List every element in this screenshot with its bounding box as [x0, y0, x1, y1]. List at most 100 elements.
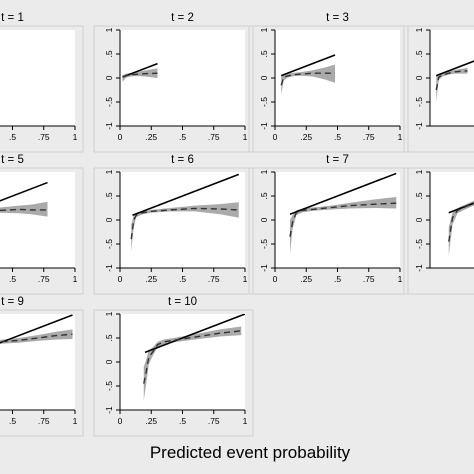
panel-frame: [93, 167, 254, 295]
ideal-line: [435, 60, 474, 77]
panel-10: t = 10 0 .25 .5 .75 1 -1 -.5 0 .5 1: [93, 296, 254, 437]
x-tick-label: 1: [243, 274, 248, 284]
x-tick-label: .25: [145, 416, 157, 426]
y-tick-label: -.5: [414, 97, 424, 107]
x-tick-label: 1: [243, 132, 248, 142]
ideal-line: [289, 172, 397, 215]
x-tick-label: .5: [9, 416, 16, 426]
x-tick-label: .25: [300, 132, 312, 142]
x-tick-label: .5: [9, 132, 16, 142]
panel-title: t = 7: [326, 154, 349, 166]
y-tick-label: -.5: [414, 239, 424, 249]
panel-7: t = 7 0 .25 .5 .75 1 -1 -.5 0 .5 1: [248, 154, 409, 295]
panel-frame: [0, 309, 84, 437]
panel-frame: [93, 309, 254, 437]
y-tick-label: 0: [259, 75, 269, 80]
confidence-band: [143, 326, 242, 401]
y-tick-label: -.5: [104, 97, 114, 107]
plot-area: [275, 30, 400, 126]
calibration-line: [130, 207, 239, 240]
panel-frame: [0, 25, 84, 153]
y-tick-label: 1: [259, 169, 269, 174]
x-tick-label: 1: [73, 274, 78, 284]
x-tick-label: .75: [363, 132, 375, 142]
panel-title: t = 9: [1, 296, 24, 308]
plot-area: [0, 314, 75, 410]
ideal-line: [122, 62, 158, 78]
calibration-line: [448, 202, 474, 242]
y-tick-label: -.5: [259, 239, 269, 249]
plot-data: [289, 172, 397, 254]
x-tick-label: 0: [118, 274, 123, 284]
plot-data: [280, 54, 336, 95]
y-tick-label: 1: [259, 27, 269, 32]
x-tick-label: 1: [398, 274, 403, 284]
x-tick-label: .5: [9, 274, 16, 284]
y-tick-label: -1: [104, 122, 114, 130]
y-tick-label: 0: [104, 359, 114, 364]
confidence-band: [448, 200, 474, 256]
y-tick-label: -1: [104, 264, 114, 272]
calibration-line: [0, 208, 48, 212]
x-tick-label: 1: [243, 416, 248, 426]
calibration-line: [0, 333, 73, 343]
ideal-line: [0, 314, 73, 344]
x-tick-label: .25: [145, 274, 157, 284]
confidence-band: [290, 196, 397, 254]
y-tick-label: 0: [414, 75, 424, 80]
figure-xlabel: Predicted event probability: [150, 443, 351, 462]
ideal-line: [132, 173, 240, 216]
panel-frame: [248, 167, 409, 295]
x-tick-label: 1: [73, 132, 78, 142]
ideal-line: [280, 54, 336, 77]
panel-1: t = 10.25.5.751: [0, 12, 84, 153]
y-tick-label: -1: [414, 122, 424, 130]
plot-data: [130, 173, 240, 252]
y-tick-label: -.5: [104, 239, 114, 249]
x-tick-label: .5: [334, 132, 341, 142]
plot-data: [435, 60, 474, 102]
panel-3: t = 3 0 .25 .5 .75 1 -1 -.5 0 .5 1: [248, 12, 409, 153]
plot-data: [122, 62, 158, 82]
plot-area: [120, 314, 245, 410]
panel-8: -1 -.5 0 .5 1: [403, 167, 474, 295]
panel-5: t = 50.25.5.751: [0, 154, 84, 295]
confidence-band: [122, 68, 158, 82]
plot-area: [120, 172, 245, 268]
panel-title: t = 1: [1, 12, 24, 24]
x-tick-label: 0: [118, 416, 123, 426]
plot-data: [143, 314, 245, 401]
calibration-line: [143, 330, 242, 384]
confidence-band: [0, 329, 73, 344]
x-tick-label: 0: [118, 132, 123, 142]
x-tick-label: .75: [38, 132, 50, 142]
panel-6: t = 6 0 .25 .5 .75 1 -1 -.5 0 .5 1: [93, 154, 254, 295]
y-tick-label: 0: [414, 217, 424, 222]
confidence-band: [436, 67, 468, 102]
y-tick-label: 1: [414, 27, 424, 32]
calibration-line: [280, 72, 335, 86]
y-tick-label: -.5: [259, 97, 269, 107]
panel-frame: [403, 167, 474, 295]
y-tick-label: .5: [259, 192, 269, 199]
y-tick-label: 0: [259, 217, 269, 222]
y-tick-label: -1: [414, 264, 424, 272]
panel-title: t = 6: [171, 154, 194, 166]
panel-2: t = 2 0 .25 .5 .75 1 -1 -.5 0 .5 1: [93, 12, 254, 153]
panel-title: t = 5: [1, 154, 24, 166]
x-tick-label: 0: [273, 132, 278, 142]
x-tick-label: .25: [300, 274, 312, 284]
panel-title: t = 10: [168, 296, 197, 308]
confidence-band: [281, 64, 335, 95]
calibration-line: [122, 72, 158, 78]
x-tick-label: .75: [208, 132, 220, 142]
y-tick-label: -1: [259, 122, 269, 130]
x-tick-label: .5: [179, 416, 186, 426]
y-tick-label: 0: [104, 217, 114, 222]
plot-data: [448, 200, 474, 256]
x-tick-label: .75: [38, 416, 50, 426]
x-tick-label: .75: [38, 274, 50, 284]
y-tick-label: -1: [259, 264, 269, 272]
